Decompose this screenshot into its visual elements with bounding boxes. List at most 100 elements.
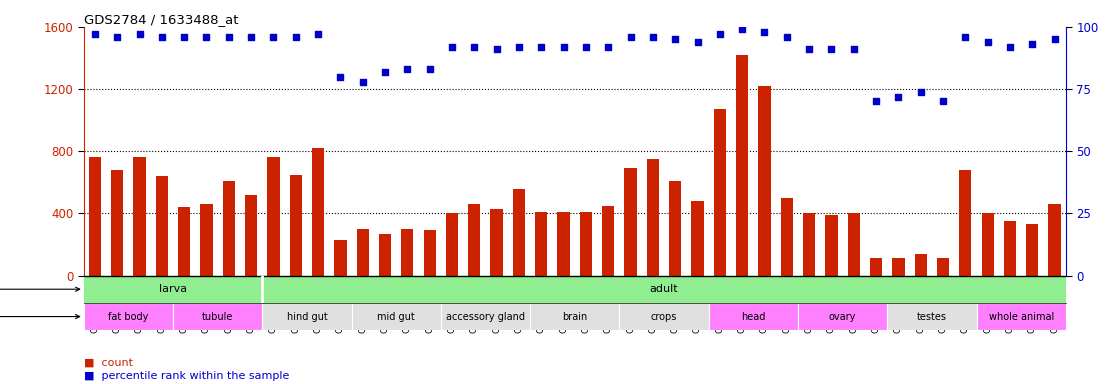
Bar bbox=[804, 214, 815, 276]
Bar bbox=[491, 209, 502, 276]
Bar bbox=[530, 303, 619, 330]
Point bbox=[131, 31, 148, 37]
Point bbox=[822, 46, 840, 52]
Bar bbox=[246, 195, 257, 276]
Bar bbox=[1004, 221, 1017, 276]
Bar bbox=[759, 86, 771, 276]
Bar bbox=[156, 176, 169, 276]
Bar bbox=[960, 170, 971, 276]
Point bbox=[108, 34, 126, 40]
Point bbox=[465, 44, 483, 50]
Bar bbox=[179, 207, 190, 276]
Text: adult: adult bbox=[650, 284, 679, 294]
Point bbox=[666, 36, 684, 42]
Text: tubule: tubule bbox=[202, 311, 233, 321]
Bar bbox=[536, 212, 548, 276]
Bar bbox=[619, 303, 709, 330]
Bar bbox=[262, 276, 1066, 303]
Point bbox=[1001, 44, 1019, 50]
Bar bbox=[848, 214, 860, 276]
Bar bbox=[424, 230, 435, 276]
Point bbox=[1023, 41, 1041, 47]
Point bbox=[599, 44, 617, 50]
Text: mid gut: mid gut bbox=[377, 311, 415, 321]
Point bbox=[264, 34, 282, 40]
Bar bbox=[737, 55, 749, 276]
Text: crops: crops bbox=[651, 311, 677, 321]
Text: head: head bbox=[741, 311, 766, 321]
Bar bbox=[335, 240, 346, 276]
Bar bbox=[84, 276, 262, 303]
Text: brain: brain bbox=[562, 311, 587, 321]
Point bbox=[175, 34, 193, 40]
Point bbox=[979, 39, 997, 45]
Bar bbox=[826, 215, 837, 276]
Point bbox=[220, 34, 238, 40]
Bar bbox=[379, 233, 392, 276]
Point bbox=[867, 98, 885, 104]
Point bbox=[733, 26, 751, 32]
Bar bbox=[692, 201, 704, 276]
Point bbox=[622, 34, 639, 40]
Point bbox=[689, 39, 706, 45]
Point bbox=[577, 44, 595, 50]
Point bbox=[644, 34, 662, 40]
Text: testes: testes bbox=[917, 311, 946, 321]
Bar bbox=[558, 212, 570, 276]
Bar bbox=[1049, 204, 1060, 276]
Bar bbox=[201, 204, 212, 276]
Bar bbox=[262, 303, 352, 330]
Point bbox=[845, 46, 863, 52]
Bar bbox=[670, 181, 681, 276]
Bar bbox=[89, 157, 100, 276]
Bar bbox=[982, 214, 993, 276]
Point bbox=[86, 31, 104, 37]
Point bbox=[421, 66, 439, 72]
Point bbox=[555, 44, 573, 50]
Point bbox=[800, 46, 818, 52]
Text: GDS2784 / 1633488_at: GDS2784 / 1633488_at bbox=[84, 13, 238, 26]
Bar bbox=[893, 258, 904, 276]
Bar bbox=[976, 303, 1066, 330]
Text: ovary: ovary bbox=[829, 311, 856, 321]
Point bbox=[778, 34, 796, 40]
Bar bbox=[1027, 224, 1038, 276]
Bar bbox=[173, 303, 262, 330]
Bar bbox=[870, 258, 882, 276]
Bar bbox=[112, 170, 123, 276]
Bar bbox=[134, 157, 145, 276]
Bar bbox=[625, 168, 637, 276]
Point bbox=[510, 44, 528, 50]
Point bbox=[934, 98, 952, 104]
Text: accessory gland: accessory gland bbox=[446, 311, 525, 321]
Bar bbox=[441, 303, 530, 330]
Bar bbox=[580, 212, 593, 276]
Text: whole animal: whole animal bbox=[989, 311, 1054, 321]
Bar bbox=[603, 205, 615, 276]
Bar bbox=[402, 229, 413, 276]
Bar bbox=[445, 214, 458, 276]
Text: fat body: fat body bbox=[108, 311, 148, 321]
Bar bbox=[709, 303, 798, 330]
Text: ■  percentile rank within the sample: ■ percentile rank within the sample bbox=[84, 371, 289, 381]
Bar bbox=[84, 303, 173, 330]
Point bbox=[443, 44, 461, 50]
Point bbox=[956, 34, 974, 40]
Point bbox=[331, 74, 349, 80]
Point bbox=[242, 34, 260, 40]
Bar bbox=[268, 157, 279, 276]
Bar bbox=[781, 198, 793, 276]
Bar bbox=[352, 303, 441, 330]
Point bbox=[756, 29, 773, 35]
Bar bbox=[513, 189, 526, 276]
Bar bbox=[798, 303, 887, 330]
Bar bbox=[647, 159, 660, 276]
Text: tissue: tissue bbox=[0, 311, 79, 321]
Point bbox=[287, 34, 305, 40]
Point bbox=[354, 78, 372, 84]
Point bbox=[532, 44, 550, 50]
Point bbox=[309, 31, 327, 37]
Point bbox=[488, 46, 506, 52]
Point bbox=[711, 31, 729, 37]
Point bbox=[889, 93, 907, 99]
